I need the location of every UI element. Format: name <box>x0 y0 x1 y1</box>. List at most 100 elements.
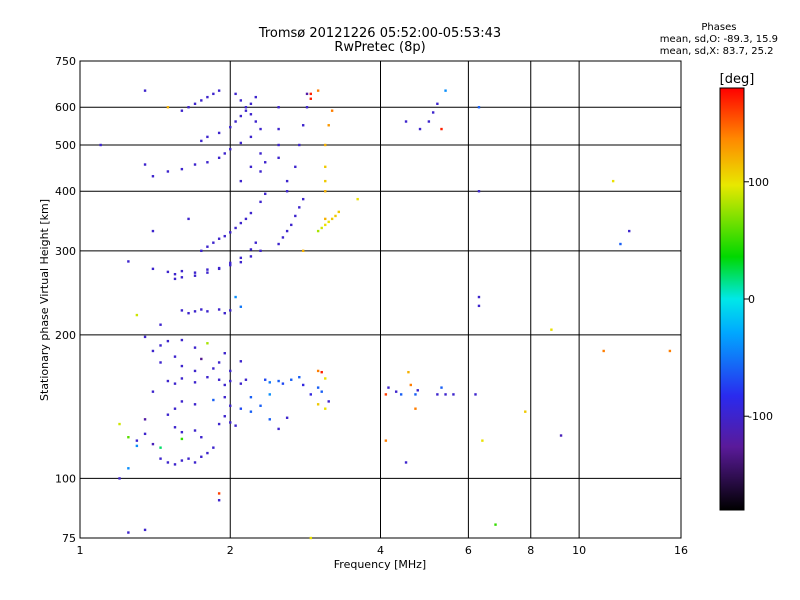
data-point <box>166 461 170 464</box>
data-point <box>239 114 243 118</box>
data-point <box>330 217 334 221</box>
data-point <box>316 229 320 233</box>
data-point <box>180 437 184 441</box>
data-point <box>264 161 267 164</box>
data-point <box>127 260 130 263</box>
data-point <box>281 236 285 239</box>
data-point <box>611 179 615 183</box>
data-point <box>384 393 388 396</box>
data-point <box>334 214 337 218</box>
data-point <box>324 407 327 410</box>
data-point <box>477 106 481 109</box>
y-tick-label: 750 <box>55 55 76 68</box>
data-point <box>418 127 422 131</box>
data-point <box>217 378 221 381</box>
data-point <box>249 248 253 251</box>
data-point <box>285 416 289 419</box>
data-point <box>180 167 184 171</box>
data-point <box>143 335 147 339</box>
data-point <box>249 410 253 413</box>
data-point <box>217 492 221 495</box>
y-tick-label: 100 <box>55 472 76 485</box>
data-point <box>309 536 312 540</box>
data-point <box>223 415 226 418</box>
data-point <box>206 271 209 274</box>
scatter-points <box>99 89 672 540</box>
data-point <box>180 276 184 279</box>
data-point <box>217 361 221 364</box>
data-point <box>305 92 309 96</box>
data-point <box>277 127 280 131</box>
data-point <box>217 267 221 271</box>
data-point <box>200 99 203 102</box>
data-point <box>234 120 237 123</box>
data-point <box>324 165 327 169</box>
colorbar-tick-label: -100 <box>748 410 773 423</box>
data-point <box>264 378 267 381</box>
data-point <box>324 217 327 221</box>
data-point <box>320 370 323 374</box>
data-point <box>118 477 121 480</box>
data-point <box>180 400 184 403</box>
data-point <box>166 170 170 173</box>
data-point <box>193 102 197 106</box>
data-point <box>212 367 215 370</box>
data-point <box>180 377 184 380</box>
data-point <box>173 426 177 429</box>
data-point <box>180 430 184 434</box>
data-point <box>217 156 221 160</box>
data-point <box>254 120 257 123</box>
data-point <box>316 386 320 389</box>
data-point <box>200 308 203 311</box>
data-point <box>550 328 553 331</box>
data-point <box>166 413 170 416</box>
data-point <box>324 223 327 227</box>
data-point <box>223 311 226 315</box>
data-point <box>193 310 197 313</box>
data-point <box>239 256 243 260</box>
data-point <box>223 352 226 355</box>
data-point <box>206 451 209 455</box>
colorbar-tick-label: 100 <box>748 176 769 189</box>
data-point <box>387 386 390 389</box>
data-point <box>427 120 431 123</box>
data-point <box>277 242 280 246</box>
data-point <box>409 383 412 387</box>
data-point <box>337 210 341 214</box>
data-point <box>159 323 162 326</box>
data-point <box>305 106 309 109</box>
data-point <box>452 393 455 396</box>
data-point <box>309 97 312 100</box>
data-point <box>619 242 622 246</box>
data-point <box>135 313 139 317</box>
data-point <box>249 135 253 139</box>
data-point <box>200 436 203 439</box>
data-point <box>166 106 170 109</box>
data-point <box>217 237 221 240</box>
data-point <box>249 102 253 106</box>
data-point <box>327 124 330 127</box>
data-point <box>127 467 130 470</box>
data-point <box>206 245 209 248</box>
data-point <box>249 255 253 258</box>
data-point <box>200 357 203 361</box>
data-point <box>277 427 280 431</box>
data-point <box>254 95 257 99</box>
data-point <box>143 163 147 166</box>
data-point <box>206 95 209 99</box>
data-point <box>481 439 484 442</box>
data-point <box>193 274 197 277</box>
data-point <box>229 147 232 151</box>
plot-frame <box>79 60 682 539</box>
data-point <box>477 304 481 308</box>
data-point <box>356 197 359 201</box>
data-point <box>206 135 209 139</box>
y-tick-label: 200 <box>55 329 76 342</box>
phases-legend: Phases mean, sd,O: -89.3, 15.9 mean, sd,… <box>660 22 778 58</box>
data-point <box>264 192 267 196</box>
data-point <box>229 261 232 265</box>
data-point <box>229 309 232 312</box>
data-point <box>206 310 209 313</box>
data-point <box>217 131 221 135</box>
chart-subtitle: RwPretec (8p) <box>334 40 426 55</box>
